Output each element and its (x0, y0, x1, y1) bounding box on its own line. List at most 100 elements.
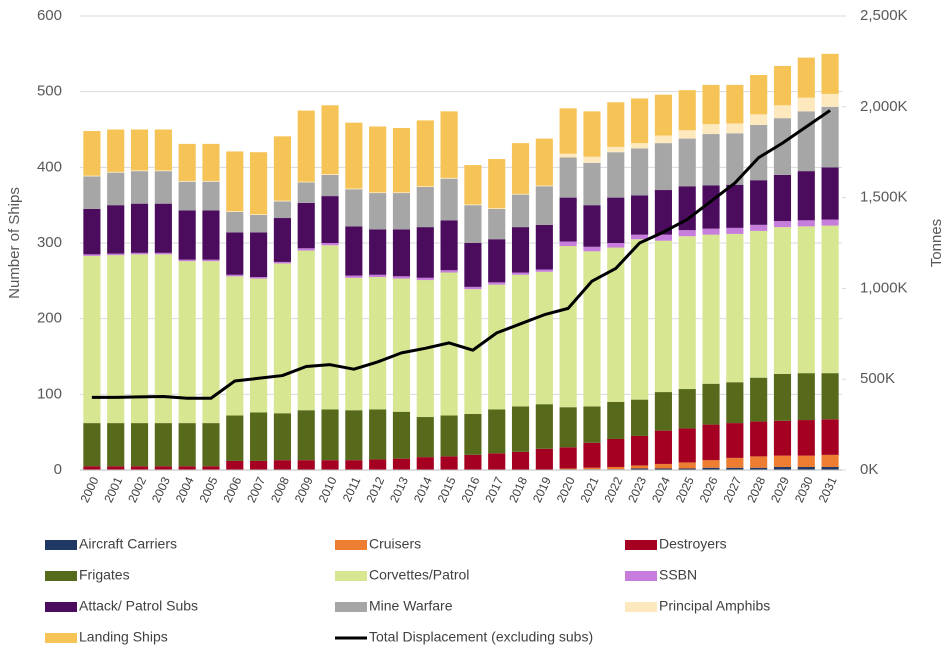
y-tick-label: 100 (37, 385, 62, 402)
bar-segment (702, 84, 720, 125)
legend-label: SSBN (659, 567, 697, 583)
bar-segment (797, 373, 815, 421)
bar-segment (631, 148, 649, 196)
bar-segment (607, 466, 625, 470)
bar-segment (726, 84, 744, 124)
x-tick-label: 2002 (125, 474, 149, 504)
bar-segment (821, 373, 839, 420)
bar-segment (750, 75, 768, 115)
bar-segment (773, 118, 792, 175)
bar-segment (369, 229, 387, 275)
bar-segment (440, 415, 458, 457)
legend-label: Frigates (79, 567, 130, 583)
bar-segment (797, 97, 815, 112)
bar-segment (726, 382, 744, 424)
bar-segment (130, 423, 149, 467)
bar-segment (392, 411, 411, 459)
bar-segment (654, 143, 672, 191)
bar-segment (488, 284, 506, 410)
bar-segment (464, 205, 482, 243)
bar-segment (297, 410, 315, 461)
bar-segment (416, 457, 434, 470)
bar-segment (511, 193, 530, 195)
y2-tick-label: 0K (860, 461, 878, 478)
bar-segment (654, 468, 672, 470)
bar-segment (821, 53, 839, 94)
bar-segment (535, 224, 553, 270)
y-tick-label: 0 (54, 461, 62, 478)
bar-segment (440, 270, 458, 273)
x-tick-label: 2020 (554, 474, 578, 504)
bar-segment (631, 234, 649, 240)
bar-segment (154, 254, 172, 424)
bar-segment (535, 185, 553, 187)
bar-segment (154, 171, 172, 204)
bar-segment (154, 129, 172, 171)
bar-segment (488, 409, 506, 454)
bar-segment (678, 230, 696, 237)
bar-segment (107, 253, 125, 256)
bar-segment (416, 187, 434, 228)
bar-segment (83, 208, 101, 255)
x-tick-label: 2022 (601, 474, 625, 504)
bar-segment (773, 466, 792, 470)
bar-segment (773, 105, 792, 119)
y2-tick-label: 2,500K (860, 7, 908, 24)
legend-label: Principal Amphibs (659, 598, 770, 614)
bar-segment (178, 423, 196, 467)
bar-segment (226, 151, 244, 212)
bar-segment (583, 406, 601, 443)
bar-segment (797, 226, 815, 374)
bar-segment (178, 261, 196, 424)
bar-segment (678, 236, 696, 390)
x-tick-label: 2006 (220, 474, 244, 504)
bar-segment (583, 162, 601, 206)
bar-segment (821, 93, 839, 107)
bar-segment (83, 466, 101, 470)
bar-segment (678, 186, 696, 231)
bar-segment (702, 467, 720, 470)
x-tick-label: 2023 (625, 474, 649, 504)
bar-segment (511, 406, 530, 452)
x-tick-label: 2011 (340, 474, 364, 504)
bar-segment (202, 181, 220, 211)
legend-label: Corvettes/Patrol (369, 567, 469, 583)
bar-segment (464, 286, 482, 290)
bar-segment (392, 127, 411, 193)
bar-segment (273, 460, 291, 470)
x-tick-label: 2016 (459, 474, 483, 504)
bar-segment (678, 462, 696, 469)
bar-segment (345, 188, 363, 190)
bar-segment (178, 180, 196, 182)
bar-segment (488, 208, 506, 209)
x-tick-label: 2012 (363, 474, 387, 504)
bar-segment (726, 423, 744, 458)
x-tick-label: 2014 (411, 474, 435, 504)
bar-segment (702, 424, 720, 461)
bar-segment (535, 186, 553, 225)
bar-segment (250, 278, 268, 413)
bar-segment (202, 423, 220, 467)
bar-segment (297, 182, 315, 203)
bar-segment (583, 251, 601, 407)
bar-segment (607, 197, 625, 243)
legend-label: Aircraft Carriers (79, 536, 177, 552)
bar-segment (83, 175, 101, 177)
y-axis-title: Number of Ships (6, 187, 23, 299)
bar-segment (535, 448, 553, 470)
bar-segment (797, 466, 815, 470)
bar-segment (154, 466, 172, 470)
bar-segment (392, 458, 411, 470)
y-tick-label: 500 (37, 83, 62, 100)
bar-segment (83, 176, 101, 209)
x-tick-label: 2026 (697, 474, 721, 504)
bar-segment (821, 219, 839, 226)
bar-segment (107, 255, 125, 424)
bar-segment (821, 466, 839, 470)
bar-segment (130, 254, 149, 424)
bar-segment (130, 466, 149, 470)
bar-segment (154, 252, 172, 255)
bar-segment (654, 430, 672, 464)
bar-segment (535, 271, 553, 405)
